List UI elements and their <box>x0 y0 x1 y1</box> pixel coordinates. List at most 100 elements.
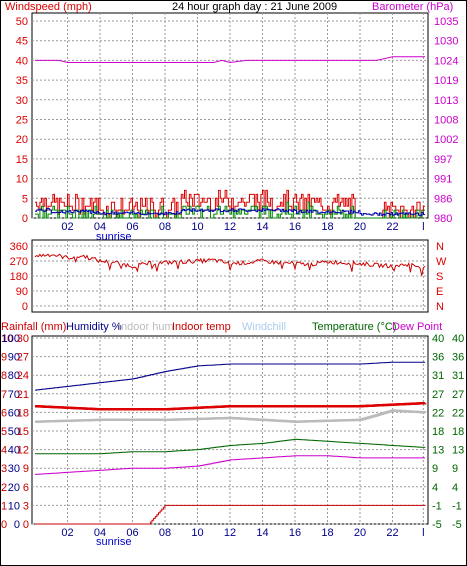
temperature-tick-b: 4 <box>452 482 458 494</box>
humidity-tick: 100 <box>2 333 20 345</box>
indoor-temp-tick: 15 <box>17 426 29 438</box>
panel1-left-tick: 20 <box>16 134 28 146</box>
panel1-x-tick: l <box>422 221 424 233</box>
indoor-temp-tick: 3 <box>23 500 29 512</box>
panel1-x-tick: 12 <box>224 221 236 233</box>
panel1-right-tick: 1002 <box>434 134 458 146</box>
panel1-x-tick: 18 <box>321 221 333 233</box>
indoor-temp-tick: 18 <box>17 407 29 419</box>
panel1-right-tick: 1008 <box>434 115 458 127</box>
indoor-temp-tick: 24 <box>17 370 29 382</box>
temperature-tick-b: 27 <box>452 389 464 401</box>
panel1-x-tick: 10 <box>191 221 203 233</box>
temperature-tick-b: 40 <box>452 333 464 345</box>
indoor-temp-tick: 30 <box>17 333 29 345</box>
panel2-right-tick: S <box>436 271 443 283</box>
panel1-left-tick: 45 <box>16 36 28 48</box>
panel3-x-tick: 22 <box>386 527 398 539</box>
rain-tick: 0 <box>1 519 7 531</box>
panel1-x-tick: 20 <box>354 221 366 233</box>
panel1-right-tick: 1024 <box>434 55 458 67</box>
panel2-left-tick: 180 <box>10 271 28 283</box>
panel1-x-tick: 04 <box>94 221 106 233</box>
temperature-tick: 18 <box>432 426 444 438</box>
panel1-left-axis-label: Windspeed (mph) <box>5 1 92 13</box>
panel2-left-tick: 270 <box>10 256 28 268</box>
panel3-x-tick: 10 <box>191 527 203 539</box>
panel1-title: 24 hour graph day : 21 June 2009 <box>172 1 337 13</box>
series-line-dew-point <box>35 455 425 475</box>
panel2-left-tick: 0 <box>22 301 28 313</box>
panel1-right-tick: 1013 <box>434 95 458 107</box>
panel1-left-tick: 50 <box>16 16 28 28</box>
panel1-left-tick: 25 <box>16 115 28 127</box>
temperature-tick-b: -5 <box>452 519 462 531</box>
rain-tick: 5 <box>1 426 7 438</box>
humidity-tick: 90 <box>8 352 20 364</box>
humidity-tick: 60 <box>8 407 20 419</box>
panel3-x-tick: 18 <box>321 527 333 539</box>
panel1-right-tick: 986 <box>434 193 452 205</box>
indoor-temp-tick: 9 <box>23 463 29 475</box>
temperature-tick: 4 <box>432 482 438 494</box>
indoor-temp-tick: 21 <box>17 389 29 401</box>
humidity-tick: 30 <box>8 463 20 475</box>
panel1-right-tick: 997 <box>434 154 452 166</box>
series-line-temperature-c- <box>35 438 426 455</box>
panel1-right-tick: 1035 <box>434 16 458 28</box>
temperature-tick: 9 <box>432 463 438 475</box>
panel1-x-tick: 14 <box>256 221 268 233</box>
panel1-x-tick: 16 <box>289 221 301 233</box>
panel1-left-tick: 30 <box>16 95 28 107</box>
panel1-x-tick: 08 <box>159 221 171 233</box>
rain-tick: 8 <box>1 370 7 382</box>
panel3-sunrise-label: sunrise <box>96 536 131 548</box>
series-line-rainfall-mm- <box>35 504 425 525</box>
humidity-tick: 70 <box>8 389 20 401</box>
rain-tick: 10 <box>1 333 13 345</box>
panel2-right-tick: N <box>436 301 444 313</box>
humidity-tick: 40 <box>8 445 20 457</box>
humidity-tick: 10 <box>8 500 20 512</box>
rain-tick: 2 <box>1 482 7 494</box>
panel1-right-tick: 980 <box>434 213 452 225</box>
panel3-x-tick: 16 <box>289 527 301 539</box>
panel3-x-tick: 06 <box>126 527 138 539</box>
temperature-tick: 31 <box>432 370 444 382</box>
panel2-left-tick: 90 <box>16 286 28 298</box>
rain-tick: 4 <box>1 445 7 457</box>
panel3-x-tick: 04 <box>94 527 106 539</box>
average-wind-line <box>35 208 425 217</box>
temperature-tick-b: 9 <box>452 463 458 475</box>
panel3-x-tick: 02 <box>61 527 73 539</box>
temperature-tick: -1 <box>432 500 442 512</box>
panel1-x-tick: 06 <box>126 221 138 233</box>
rain-tick: 9 <box>1 352 7 364</box>
humidity-tick: 80 <box>8 370 20 382</box>
panel1-right-tick: 1030 <box>434 36 458 48</box>
panel1-x-tick: 22 <box>386 221 398 233</box>
wind-direction-line <box>34 253 426 276</box>
panel1-left-tick: 10 <box>16 174 28 186</box>
panel1-left-tick: 15 <box>16 154 28 166</box>
legend-humidity: Humidity % <box>66 321 122 333</box>
panel1-right-tick: 991 <box>434 174 452 186</box>
panel2-right-tick: W <box>436 256 447 268</box>
panel1-right-tick: 1019 <box>434 75 458 87</box>
temperature-tick: 36 <box>432 352 444 364</box>
legend-dewpoint: Dew Point <box>392 321 442 333</box>
gust-line <box>35 201 425 219</box>
series-line-indoor-temp <box>35 401 427 411</box>
panel3-x-tick: 20 <box>354 527 366 539</box>
temperature-tick-b: 18 <box>452 426 464 438</box>
windspeed-line <box>35 189 425 219</box>
legend-temperature: Temperature (°C) <box>312 321 396 333</box>
temperature-tick: 22 <box>432 407 444 419</box>
legend-indoor-temp: Indoor temp <box>172 321 231 333</box>
panel1-x-tick: 02 <box>61 221 73 233</box>
panel1-left-tick: 5 <box>22 193 28 205</box>
panel1-left-tick: 40 <box>16 55 28 67</box>
panel1-plot-area <box>31 12 429 219</box>
temperature-tick-b: -1 <box>452 500 462 512</box>
